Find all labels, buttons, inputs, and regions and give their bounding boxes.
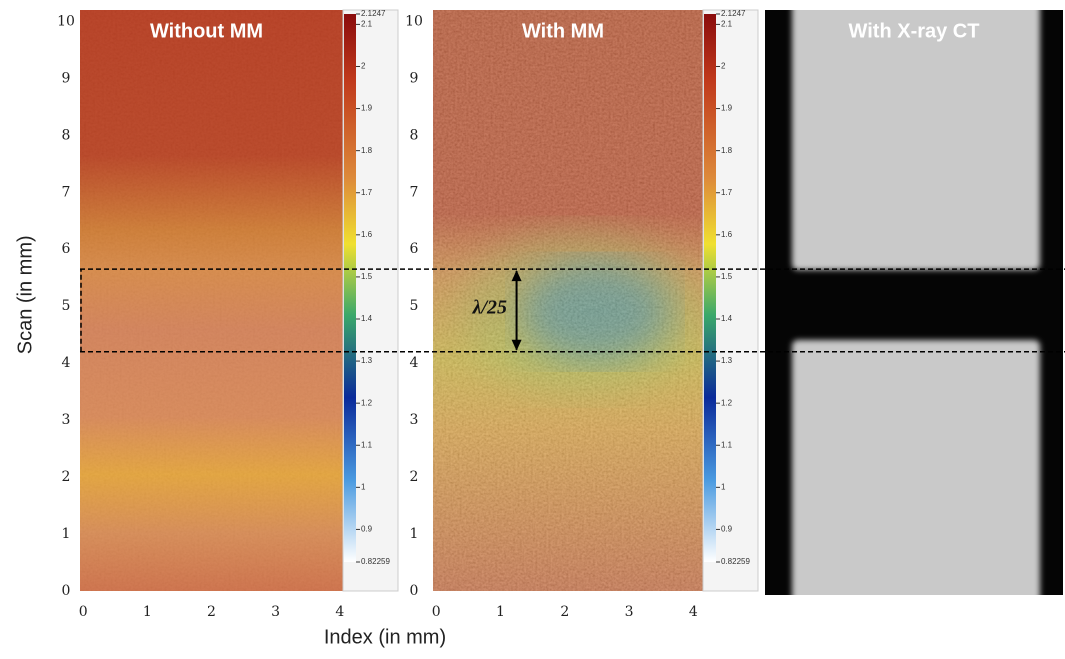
x-tick-label: 0: [432, 604, 441, 620]
colorbar-tick-label: 0.82259: [361, 557, 390, 566]
colorbar-tick-label: 1.4: [361, 314, 373, 323]
ct-cover: [765, 0, 1065, 10]
texture: [80, 10, 343, 591]
y-tick-label: 5: [410, 298, 419, 314]
colorbar-tick-label: 1.3: [721, 356, 733, 365]
y-tick-label: 0: [62, 583, 71, 599]
y-tick-label: 10: [405, 13, 423, 29]
x-tick-label: 4: [689, 604, 698, 620]
x-tick-label: 1: [496, 604, 505, 620]
y-tick-label: 1: [410, 526, 419, 542]
colorbar-tick-label: 2: [361, 62, 366, 71]
colorbar-tick-label: 1.3: [361, 356, 373, 365]
panel-title: Without MM: [150, 20, 263, 42]
arrow-head: [511, 339, 522, 351]
colorbar-tick-label: 0.82259: [721, 557, 750, 566]
colorbar-tick-label: 1.9: [361, 104, 373, 113]
ct-specimen-top: [792, 0, 1040, 270]
colorbar-tick-label: 1.7: [361, 188, 373, 197]
colorbar-tick-label: 1.5: [361, 272, 373, 281]
y-tick-label: 3: [62, 412, 71, 428]
colorbar-tick-label: 1.4: [721, 314, 733, 323]
colorbar-tick-label: 1.6: [361, 230, 373, 239]
colorbar-tick-label: 0.9: [361, 525, 373, 534]
y-tick-label: 6: [410, 241, 419, 257]
colorbar: [704, 14, 716, 562]
colorbar-tick-label: 2.1247: [361, 9, 386, 18]
x-tick-label: 3: [271, 604, 280, 620]
x-tick-label: 4: [335, 604, 344, 620]
x-tick-label: 2: [560, 604, 569, 620]
arrow-head: [511, 270, 522, 282]
colorbar-tick-label: 1: [721, 482, 726, 491]
y-tick-label: 2: [62, 469, 71, 485]
colorbar-tick-label: 2.1247: [721, 9, 746, 18]
texture: [433, 10, 703, 591]
colorbar-tick-label: 2.1: [721, 20, 733, 29]
y-tick-label: 4: [62, 355, 71, 371]
y-tick-label: 2: [410, 469, 419, 485]
colorbar-tick-label: 1.5: [721, 272, 733, 281]
colorbar-tick-label: 2.1: [361, 20, 373, 29]
x-axis-label: Index (in mm): [324, 626, 446, 648]
y-tick-label: 8: [62, 127, 71, 143]
colorbar-tick-label: 1.1: [361, 440, 373, 449]
colorbar: [344, 14, 356, 562]
y-tick-label: 7: [62, 184, 71, 200]
colorbar-tick-label: 1.6: [721, 230, 733, 239]
panel-title: With X-ray CT: [849, 20, 980, 42]
ct-cover: [765, 595, 1065, 655]
y-tick-label: 8: [410, 127, 419, 143]
colorbar-tick-label: 0.9: [721, 525, 733, 534]
y-tick-label: 3: [410, 412, 419, 428]
colorbar-tick-label: 1.2: [721, 398, 733, 407]
y-tick-label: 5: [62, 298, 71, 314]
annotation: λ/25: [472, 297, 507, 319]
y-tick-label: 0: [410, 583, 419, 599]
y-axis-label: Scan (in mm): [14, 235, 36, 354]
x-tick-label: 3: [625, 604, 634, 620]
colorbar-tick-label: 1.1: [721, 440, 733, 449]
y-tick-label: 9: [410, 70, 419, 86]
colorbar-tick-label: 1.8: [721, 146, 733, 155]
y-tick-label: 1: [62, 526, 71, 542]
colorbar-tick-label: 2: [721, 62, 726, 71]
x-tick-label: 0: [79, 604, 88, 620]
colorbar-tick-label: 1.2: [361, 398, 373, 407]
colorbar-tick-label: 1.7: [721, 188, 733, 197]
y-tick-label: 10: [57, 13, 75, 29]
y-tick-label: 4: [410, 355, 419, 371]
colorbar-tick-label: 1.9: [721, 104, 733, 113]
colorbar-tick-label: 1: [361, 482, 366, 491]
ct-specimen-bottom: [792, 340, 1040, 605]
panel-title: With MM: [522, 20, 604, 42]
y-tick-label: 7: [410, 184, 419, 200]
colorbar-tick-label: 1.8: [361, 146, 373, 155]
y-tick-label: 6: [62, 241, 71, 257]
x-tick-label: 1: [143, 604, 152, 620]
x-tick-label: 2: [207, 604, 216, 620]
y-tick-label: 9: [62, 70, 71, 86]
